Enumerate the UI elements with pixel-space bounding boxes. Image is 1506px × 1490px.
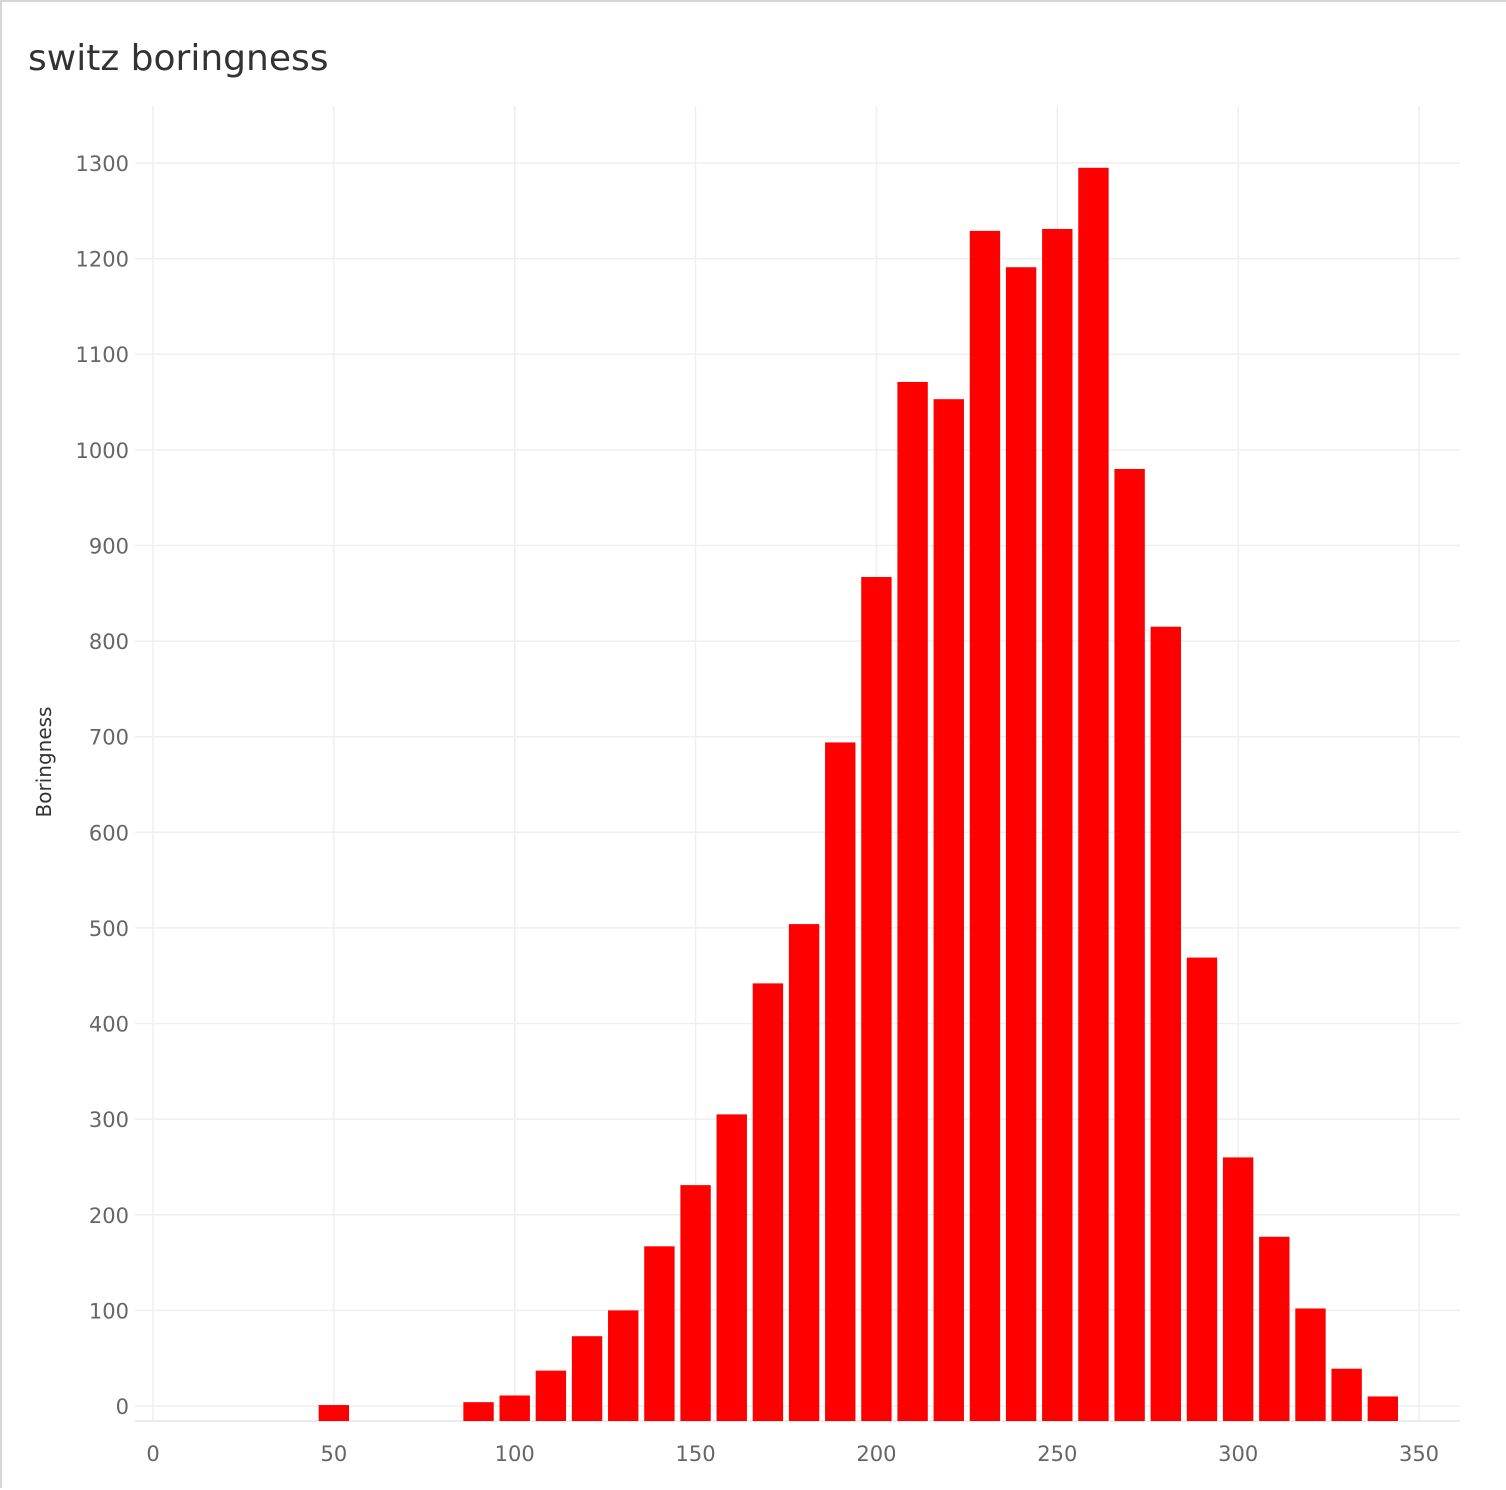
bar bbox=[680, 1185, 711, 1421]
bar bbox=[1295, 1308, 1326, 1421]
x-tick-label: 350 bbox=[1399, 1442, 1439, 1466]
bar bbox=[752, 983, 784, 1421]
bar bbox=[1259, 1236, 1290, 1421]
bar bbox=[897, 381, 928, 1421]
bar bbox=[1042, 228, 1073, 1421]
bar bbox=[1186, 957, 1218, 1421]
chart-title: switz boringness bbox=[28, 38, 329, 79]
y-tick-label: 700 bbox=[89, 726, 129, 750]
y-tick-label: 400 bbox=[89, 1013, 129, 1037]
y-tick-label: 500 bbox=[89, 917, 129, 941]
bar bbox=[1114, 468, 1145, 1421]
bar bbox=[933, 399, 964, 1421]
bar bbox=[1331, 1368, 1362, 1421]
x-tick-labels: 0 50 100 150 200 250 300 350 bbox=[146, 1442, 1439, 1466]
x-tick-label: 200 bbox=[856, 1442, 896, 1466]
bar bbox=[571, 1336, 603, 1421]
y-tick-label: 800 bbox=[89, 630, 129, 654]
bar bbox=[1367, 1396, 1399, 1421]
y-tick-label: 200 bbox=[89, 1204, 129, 1228]
bar bbox=[1005, 267, 1037, 1422]
y-tick-label: 0 bbox=[116, 1395, 129, 1419]
bar bbox=[716, 1114, 747, 1421]
bar bbox=[788, 924, 820, 1421]
bar bbox=[825, 742, 856, 1421]
bar bbox=[1078, 167, 1109, 1421]
x-tick-label: 100 bbox=[495, 1442, 535, 1466]
bar bbox=[1150, 626, 1181, 1421]
bar bbox=[318, 1405, 350, 1421]
x-tick-label: 50 bbox=[320, 1442, 347, 1466]
bars bbox=[318, 167, 1399, 1422]
x-tick-label: 0 bbox=[146, 1442, 159, 1466]
bar bbox=[1222, 1157, 1254, 1421]
y-tick-label: 1000 bbox=[76, 439, 129, 463]
y-tick-label: 1100 bbox=[76, 343, 129, 367]
y-tick-labels: 0 100 200 300 400 500 600 700 800 900 1000 1100 1200… bbox=[76, 152, 129, 1419]
bar bbox=[861, 577, 892, 1421]
bar bbox=[535, 1370, 567, 1421]
bar bbox=[608, 1310, 639, 1421]
bar bbox=[463, 1402, 494, 1421]
x-tick-label: 250 bbox=[1037, 1442, 1077, 1466]
bar bbox=[969, 230, 1001, 1421]
y-tick-label: 100 bbox=[89, 1299, 129, 1323]
y-tick-label: 1300 bbox=[76, 152, 129, 176]
y-tick-label: 1200 bbox=[76, 248, 129, 272]
x-tick-label: 300 bbox=[1218, 1442, 1258, 1466]
bar bbox=[499, 1395, 530, 1421]
y-tick-label: 600 bbox=[89, 821, 129, 845]
x-tick-label: 150 bbox=[676, 1442, 716, 1466]
bar bbox=[644, 1246, 675, 1421]
y-tick-label: 300 bbox=[89, 1108, 129, 1132]
y-tick-label: 900 bbox=[89, 534, 129, 558]
